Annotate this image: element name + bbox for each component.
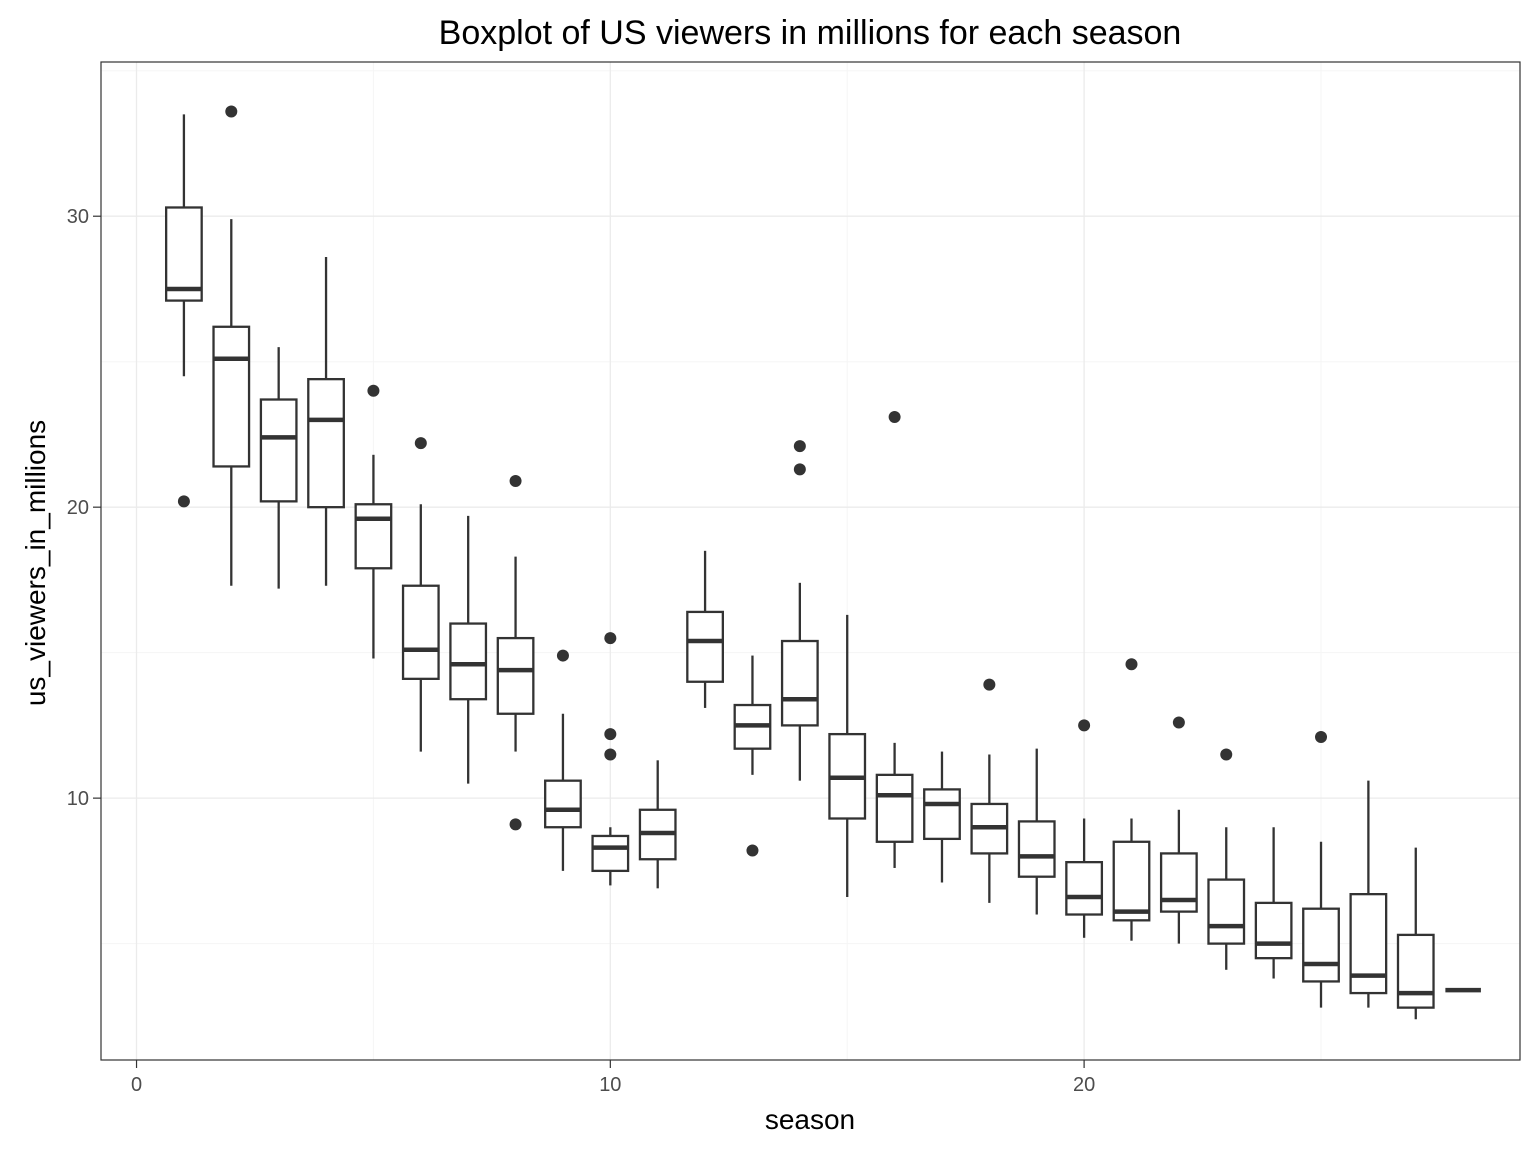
box-season-6: [401, 437, 440, 752]
box-season-27: [1396, 847, 1435, 1020]
outlier-point: [225, 105, 238, 118]
y-tick-label: 30: [67, 206, 89, 228]
outlier-point: [1078, 719, 1091, 732]
y-tick-label: 10: [67, 788, 89, 810]
box-season-18: [970, 678, 1009, 903]
iqr-box: [591, 834, 630, 873]
iqr-box: [780, 639, 819, 727]
iqr-box: [544, 779, 582, 829]
box-season-10: [591, 632, 630, 886]
iqr-box: [875, 773, 914, 843]
outlier-point: [414, 437, 427, 450]
box-season-25: [1302, 731, 1340, 1008]
box-season-2: [212, 105, 251, 586]
box-season-19: [1017, 748, 1056, 915]
box-season-23: [1207, 748, 1246, 970]
box-season-4: [307, 256, 345, 586]
outlier-point: [604, 748, 617, 761]
outlier-point: [509, 818, 522, 831]
box-season-15: [828, 614, 867, 898]
iqr-box: [164, 206, 203, 302]
panel-border: [100, 61, 1521, 1061]
outlier-point: [1220, 748, 1233, 761]
outlier-point: [1125, 658, 1138, 671]
outlier-point: [604, 728, 617, 741]
iqr-box: [1159, 852, 1198, 913]
box-season-7: [449, 515, 488, 784]
outlier-point: [983, 678, 996, 691]
iqr-box: [1112, 840, 1151, 922]
box-season-9: [544, 649, 582, 871]
box-season-8: [496, 474, 535, 831]
x-tick-label: 0: [131, 1074, 142, 1096]
iqr-box: [1396, 933, 1435, 1009]
iqr-box: [449, 622, 488, 701]
outlier-point: [177, 495, 190, 508]
iqr-box: [923, 788, 961, 841]
box-season-5: [354, 384, 393, 659]
y-tick-label: 20: [67, 497, 89, 519]
chart-title: Boxplot of US viewers in millions for ea…: [439, 14, 1182, 52]
box-season-24: [1254, 827, 1293, 979]
box-season-1: [164, 114, 203, 508]
outlier-point: [746, 844, 759, 857]
outlier-point: [888, 410, 901, 423]
box-season-22: [1159, 716, 1198, 944]
box-season-14: [780, 440, 819, 781]
box-season-20: [1065, 719, 1104, 938]
outlier-point: [793, 440, 806, 453]
iqr-box: [1017, 820, 1056, 878]
iqr-box: [496, 636, 535, 715]
axes: 0 10 20 10 20 30: [67, 206, 1095, 1096]
plot-area: [164, 105, 1481, 1020]
box-season-13: [733, 655, 772, 857]
outlier-point: [367, 384, 380, 397]
box-season-12: [686, 550, 724, 708]
box-season-11: [638, 760, 677, 889]
y-axis-title: us_viewers_in_millions: [20, 420, 51, 706]
box-season-17: [923, 751, 961, 883]
iqr-box: [259, 398, 298, 503]
box-season-26: [1349, 780, 1388, 1008]
iqr-box: [354, 503, 393, 570]
iqr-box: [401, 584, 440, 680]
box-season-3: [259, 347, 298, 589]
x-tick-label: 10: [599, 1074, 621, 1096]
iqr-box: [1254, 901, 1293, 960]
iqr-box: [686, 610, 724, 683]
x-axis-title: season: [765, 1104, 855, 1135]
box-season-21: [1112, 658, 1151, 941]
iqr-box: [1207, 878, 1246, 945]
iqr-box: [1065, 860, 1104, 916]
iqr-box: [307, 377, 345, 509]
iqr-box: [1349, 893, 1388, 995]
box-season-16: [875, 410, 914, 868]
outlier-point: [556, 649, 569, 662]
outlier-point: [604, 632, 617, 645]
outlier-point: [1315, 731, 1328, 744]
x-tick-label: 20: [1073, 1074, 1095, 1096]
iqr-box: [1302, 907, 1340, 983]
outlier-point: [1172, 716, 1185, 729]
outlier-point: [509, 474, 522, 487]
outlier-point: [793, 463, 806, 476]
iqr-box: [212, 325, 251, 468]
